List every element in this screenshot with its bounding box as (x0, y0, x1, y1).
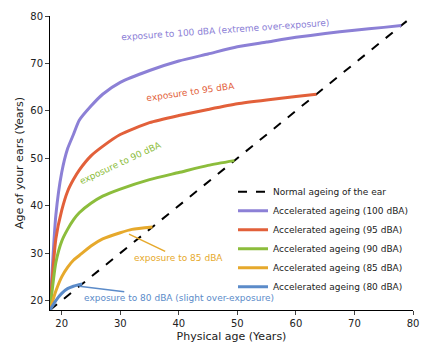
svg-text:40: 40 (172, 318, 185, 329)
svg-text:Accelerated ageing (90 dBA): Accelerated ageing (90 dBA) (273, 244, 402, 254)
svg-text:20: 20 (30, 295, 43, 306)
svg-text:60: 60 (290, 318, 303, 329)
svg-text:70: 70 (30, 58, 43, 69)
svg-text:Accelerated ageing (85 dBA): Accelerated ageing (85 dBA) (273, 263, 402, 273)
svg-text:Normal ageing of the ear: Normal ageing of the ear (273, 187, 386, 197)
svg-text:80: 80 (30, 11, 43, 22)
svg-text:exposure to 90 dBA: exposure to 90 dBA (78, 139, 163, 186)
svg-text:Accelerated ageing (80 dBA): Accelerated ageing (80 dBA) (273, 282, 402, 292)
svg-text:Physical age (Years): Physical age (Years) (177, 330, 287, 343)
svg-text:70: 70 (348, 318, 361, 329)
svg-text:50: 50 (30, 153, 43, 164)
svg-text:exposure to 85 dBA: exposure to 85 dBA (134, 253, 223, 263)
svg-text:Accelerated ageing (95 dBA): Accelerated ageing (95 dBA) (273, 225, 402, 235)
svg-text:60: 60 (30, 105, 43, 116)
svg-text:30: 30 (114, 318, 127, 329)
svg-text:30: 30 (30, 248, 43, 259)
svg-text:exposure to 100 dBA (extreme o: exposure to 100 dBA (extreme over-exposu… (121, 18, 330, 43)
svg-text:20: 20 (55, 318, 68, 329)
svg-text:Accelerated ageing (100 dBA): Accelerated ageing (100 dBA) (273, 206, 408, 216)
svg-text:50: 50 (231, 318, 244, 329)
svg-text:40: 40 (30, 200, 43, 211)
svg-text:80: 80 (407, 318, 420, 329)
svg-text:exposure to 80 dBA (slight ove: exposure to 80 dBA (slight over-exposure… (84, 293, 274, 303)
svg-text:Age of your ears (Years): Age of your ears (Years) (13, 97, 26, 229)
svg-text:exposure to 95 dBA: exposure to 95 dBA (146, 81, 236, 103)
